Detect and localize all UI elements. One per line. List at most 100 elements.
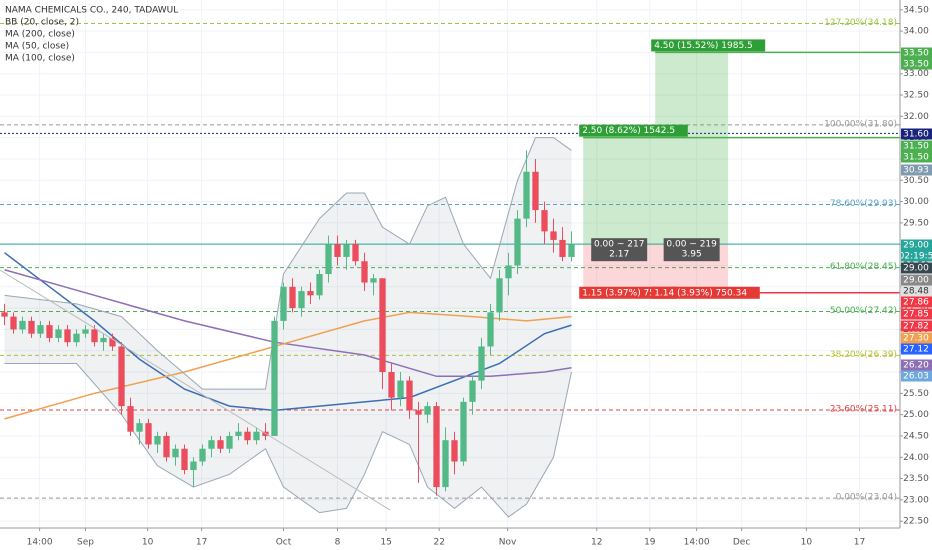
x-tick-label: 14:00 [27, 538, 53, 548]
x-tick-label: 15 [380, 538, 391, 548]
y-tick-label: 24.50 [903, 431, 929, 441]
price-tag-label: 27.85 [903, 310, 929, 320]
candle-body [289, 286, 296, 309]
price-tag [901, 262, 932, 274]
fib-label: 38.20%(26.39) [830, 350, 897, 360]
candle-body [145, 423, 152, 445]
candle-body [541, 210, 548, 232]
y-tick-label: 23.00 [903, 495, 929, 505]
candle-body [478, 346, 485, 381]
candle-body [109, 337, 116, 347]
y-tick-label: 30.00 [903, 197, 929, 207]
candle-body [406, 380, 413, 411]
indicator-line [4, 252, 572, 412]
candle-body [19, 320, 26, 330]
x-tick-label: 12 [591, 538, 602, 548]
price-tag-label: 27.12 [903, 345, 929, 355]
candle-body [343, 244, 350, 257]
candle-body [568, 244, 575, 257]
price-tag [901, 47, 932, 59]
candle-body [523, 171, 530, 219]
x-tick-label: 10 [801, 538, 813, 548]
candle-body [226, 435, 233, 449]
candle-body [172, 448, 179, 458]
price-tag-label: 33.50 [903, 49, 929, 59]
y-tick-label: 25.00 [903, 410, 929, 420]
candle-body [181, 448, 188, 471]
indicator: MA (100, close) [5, 54, 75, 64]
price-tag-label: 02:19:5 [899, 252, 932, 262]
price-tag-label: 31.60 [903, 130, 929, 140]
candle-body [46, 325, 53, 338]
price-tag [901, 359, 932, 371]
candle-body [388, 372, 395, 398]
candle-body [316, 274, 323, 296]
price-tag-label: 30.93 [903, 166, 929, 176]
candle-body [28, 320, 35, 334]
indicator-line [4, 137, 572, 390]
trend-line [0, 269, 391, 511]
candle-body [379, 278, 386, 373]
price-tag-label: 29.00 [903, 241, 929, 251]
x-tick-label: 22 [433, 538, 444, 548]
fib-label: 0.00%(23.04) [836, 493, 897, 503]
entry-box [591, 238, 648, 262]
price-tag-label: 27.86 [903, 298, 929, 308]
price-tag-label: 33.50 [903, 60, 929, 70]
indicator: MA (50, close) [5, 42, 69, 52]
entry-box [663, 238, 720, 262]
candle-body [334, 244, 341, 257]
stop-label: 1.15 (3.97%) 750. [582, 288, 663, 298]
candle-body [514, 218, 521, 266]
candle-body [415, 410, 422, 415]
candle-body [298, 291, 305, 309]
price-tag [901, 250, 932, 262]
candle-body [469, 380, 476, 402]
x-tick-label: Sep [77, 538, 94, 548]
candle-body [118, 346, 125, 407]
price-tag-label: 28.48 [903, 287, 929, 297]
candle-body [361, 261, 368, 283]
indicator-line [4, 363, 572, 518]
price-tag [901, 151, 932, 163]
target-box [579, 124, 688, 137]
candle-body [253, 431, 260, 441]
profit-zone [655, 52, 729, 245]
candle-body [100, 337, 107, 343]
candle-body [370, 278, 377, 283]
candle-body [163, 435, 170, 458]
candle-body [397, 380, 404, 398]
price-tag [901, 320, 932, 332]
price-tag [901, 332, 932, 344]
chart-title: NAMA CHEMICALS CO., 240, TADAWUL [5, 6, 178, 16]
candle-body [280, 286, 287, 321]
target-label: 4.50 (15.52%) 1985.5 [654, 41, 753, 51]
y-tick-label: 24.00 [903, 453, 929, 463]
candle-body [487, 312, 494, 347]
candle-body [208, 440, 215, 449]
price-tag [901, 164, 932, 176]
candle-body [505, 265, 512, 279]
candle-body [424, 406, 431, 415]
candle-body [244, 431, 251, 441]
y-tick-label: 22.50 [903, 517, 929, 527]
y-tick-label: 33.00 [903, 69, 929, 79]
candle-body [532, 171, 539, 211]
bb-band [4, 137, 572, 517]
candle-body [433, 406, 440, 488]
fib-label: 23.60%(25.11) [830, 404, 897, 414]
target-box [651, 39, 766, 52]
candle-body [559, 239, 566, 257]
price-tag [901, 274, 932, 286]
candle-body [55, 329, 62, 338]
price-tag [901, 58, 932, 70]
price-tag [901, 140, 932, 152]
fib-label: 50.00%(27.42) [830, 306, 897, 316]
candle-body [442, 440, 449, 488]
candle-body [271, 320, 278, 436]
x-tick-label: 17 [196, 538, 207, 548]
y-tick-label: 25.50 [903, 389, 929, 399]
price-tag-label: 29.00 [903, 276, 929, 286]
y-tick-label: 32.00 [903, 112, 929, 122]
